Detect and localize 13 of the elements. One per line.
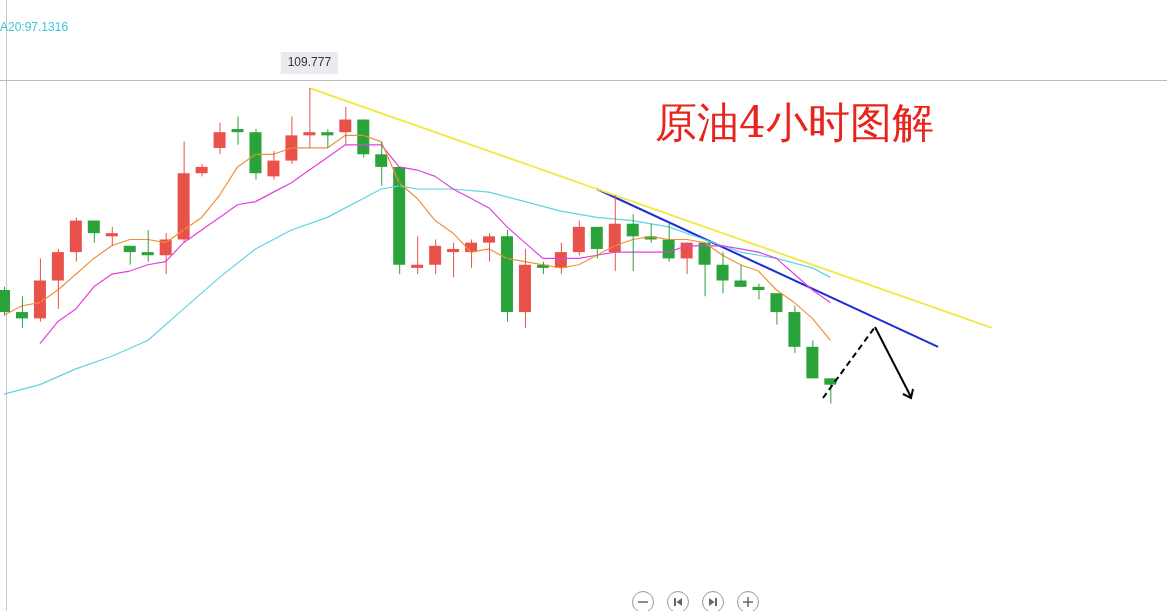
text: A20:97.1316 <box>0 20 69 34</box>
candlestick <box>572 220 585 256</box>
candlestick <box>500 229 513 323</box>
text: 109.777 <box>287 55 332 70</box>
candlestick <box>375 141 388 187</box>
candlestick <box>483 232 496 263</box>
candlestick <box>590 226 603 259</box>
candlestick <box>69 216 82 263</box>
candlestick <box>429 238 442 275</box>
candlestick <box>824 377 837 405</box>
candlestick <box>518 248 531 329</box>
chart-title: 原油4小时图解 <box>655 97 934 149</box>
candlestick <box>51 248 64 310</box>
